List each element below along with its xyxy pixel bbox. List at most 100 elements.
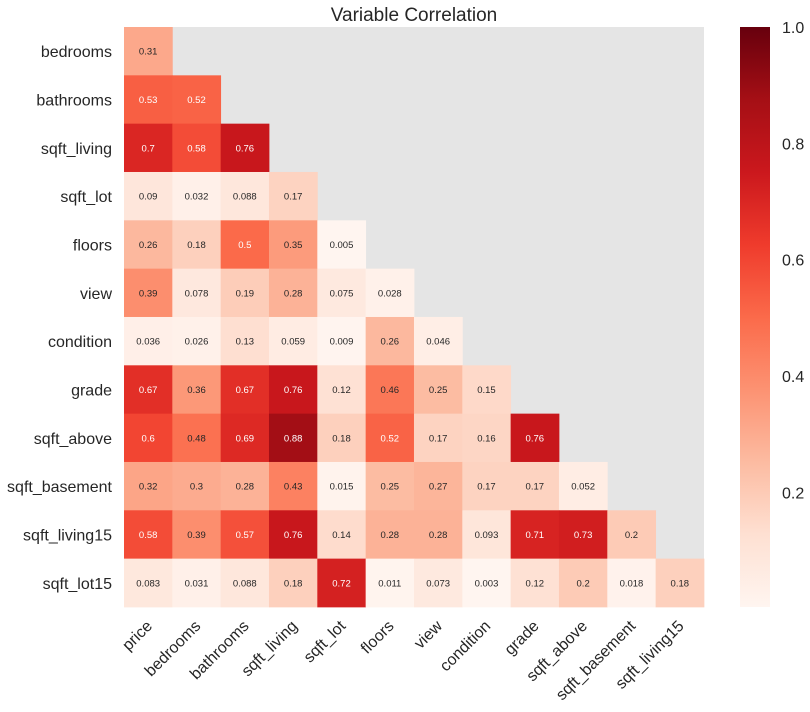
cell-value-label: 0.6: [142, 433, 155, 444]
cell-value-label: 0.088: [233, 192, 257, 203]
heatmap-cell: [268, 316, 318, 366]
heatmap-cell: [317, 316, 367, 366]
x-tick-label: price: [119, 618, 156, 655]
cell-value-label: 0.26: [139, 240, 158, 251]
y-tick-label: sqft_lot15: [43, 576, 112, 593]
cell-value-label: 0.25: [429, 385, 448, 396]
heatmap-cell: [510, 413, 560, 463]
heatmap-cell: [510, 461, 560, 511]
heatmap-cell: [317, 220, 367, 270]
y-tick-label: floors: [73, 237, 112, 254]
heatmap-cell: [124, 268, 173, 318]
heatmap-cell: [317, 461, 367, 511]
heatmap-cell: [268, 461, 318, 511]
heatmap-cell: [268, 558, 318, 608]
heatmap-cells: 0.31 0.53 0.52 0.7 0.58 0.76 0.09 0.032 0.088 0.1…: [124, 27, 705, 608]
heatmap-cell: [462, 365, 512, 415]
cell-value-label: 0.39: [139, 288, 158, 299]
heatmap-cell: [124, 413, 173, 463]
cell-value-label: 0.083: [136, 578, 160, 589]
x-tick-label: floors: [358, 618, 398, 658]
heatmap-cell: [317, 365, 367, 415]
cell-value-label: 0.58: [139, 530, 158, 541]
cell-value-label: 0.7: [142, 143, 155, 154]
cell-value-label: 0.17: [477, 482, 496, 493]
heatmap-cell: [462, 510, 512, 560]
heatmap-cell: [413, 365, 463, 415]
heatmap-cell: [124, 75, 173, 125]
heatmap-cell: [413, 510, 463, 560]
cell-value-label: 0.35: [284, 240, 303, 251]
heatmap-cell: [124, 461, 173, 511]
cell-value-label: 0.075: [330, 288, 354, 299]
heatmap-cell: [124, 171, 173, 221]
colorbar-tick-label: 1.0: [782, 20, 804, 37]
y-axis-labels: bedrooms bathrooms sqft_living sqft_lotfloo…: [7, 44, 113, 593]
cell-value-label: 0.72: [332, 578, 351, 589]
cell-value-label: 0.011: [378, 578, 401, 589]
cell-value-label: 0.18: [332, 433, 351, 444]
cell-value-label: 0.15: [477, 385, 496, 396]
heatmap-cell: [607, 558, 657, 608]
cell-value-label: 0.27: [429, 482, 448, 493]
heatmap-cell: [607, 510, 657, 560]
cell-value-label: 0.18: [671, 578, 690, 589]
heatmap-cell: [655, 558, 705, 608]
y-tick-label: bathrooms: [36, 93, 112, 110]
cell-value-label: 0.76: [284, 385, 303, 396]
heatmap-cell: [124, 220, 173, 270]
cell-value-label: 0.73: [574, 530, 593, 541]
heatmap-cell: [172, 365, 222, 415]
cell-value-label: 0.046: [426, 337, 450, 348]
cell-value-label: 0.5: [238, 240, 251, 251]
cell-value-label: 0.19: [236, 288, 255, 299]
cell-value-label: 0.088: [233, 578, 257, 589]
cell-value-label: 0.003: [475, 578, 499, 589]
heatmap-cell: [220, 268, 270, 318]
heatmap-cell: [172, 123, 222, 173]
colorbar-tick-label: 0.6: [782, 253, 804, 270]
cell-value-label: 0.28: [381, 530, 400, 541]
x-tick-label: condition: [437, 618, 494, 675]
cell-value-label: 0.57: [236, 530, 255, 541]
heatmap-cell: [172, 510, 222, 560]
heatmap-cell: [124, 558, 173, 608]
colorbar-tick-label: 0.4: [782, 369, 804, 386]
heatmap-cell: [172, 220, 222, 270]
cell-value-label: 0.43: [284, 482, 303, 493]
y-tick-label: bedrooms: [41, 44, 112, 61]
cell-value-label: 0.052: [571, 482, 595, 493]
cell-value-label: 0.14: [332, 530, 351, 541]
cell-value-label: 0.36: [187, 385, 206, 396]
heatmap-cell: [268, 171, 318, 221]
heatmap-cell: [124, 27, 173, 76]
cell-value-label: 0.32: [139, 482, 158, 493]
colorbar: [740, 27, 770, 607]
cell-value-label: 0.69: [236, 433, 255, 444]
heatmap-cell: [558, 461, 608, 511]
cell-value-label: 0.53: [139, 95, 158, 106]
colorbar-ticks: 1.0 0.8 0.6 0.4 0.2: [782, 20, 804, 502]
cell-value-label: 0.31: [139, 47, 158, 58]
cell-value-label: 0.17: [526, 482, 545, 493]
cell-value-label: 0.036: [136, 337, 160, 348]
cell-value-label: 0.3: [190, 482, 203, 493]
heatmap-cell: [365, 413, 415, 463]
cell-value-label: 0.12: [526, 578, 545, 589]
heatmap-cell: [172, 171, 222, 221]
heatmap-cell: [365, 510, 415, 560]
chart-title: Variable Correlation: [331, 5, 498, 26]
cell-value-label: 0.17: [429, 433, 448, 444]
y-tick-label: sqft_living: [41, 141, 112, 158]
cell-value-label: 0.71: [526, 530, 545, 541]
cell-value-label: 0.12: [332, 385, 351, 396]
cell-value-label: 0.46: [381, 385, 400, 396]
x-tick-label: view: [411, 617, 446, 652]
heatmap-cell: [268, 220, 318, 270]
heatmap-cell: [220, 461, 270, 511]
heatmap-cell: [317, 268, 367, 318]
cell-value-label: 0.059: [281, 337, 305, 348]
heatmap-cell: [220, 123, 270, 173]
cell-value-label: 0.28: [429, 530, 448, 541]
